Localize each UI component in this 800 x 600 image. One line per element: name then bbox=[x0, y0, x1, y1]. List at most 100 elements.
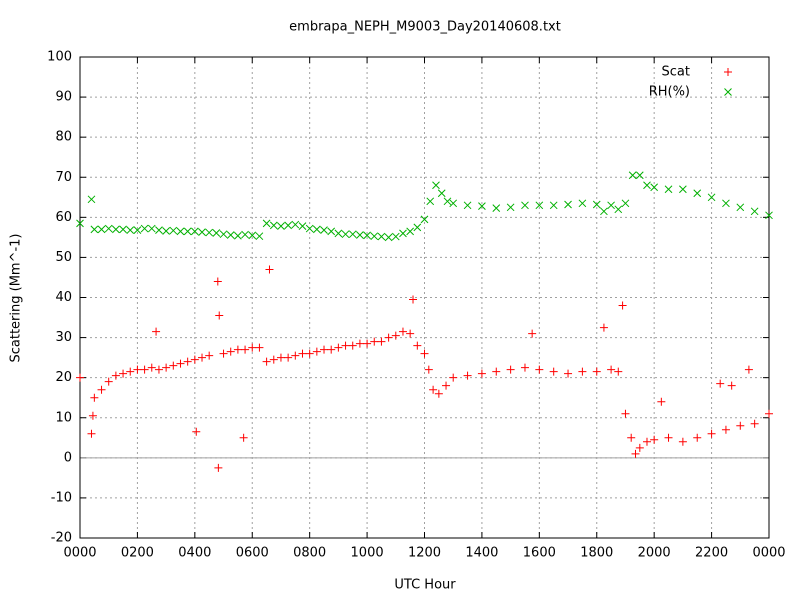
data-point bbox=[90, 393, 99, 402]
plot-frame bbox=[79, 56, 770, 539]
data-point bbox=[607, 365, 616, 374]
data-point bbox=[140, 365, 149, 374]
data-point bbox=[607, 201, 615, 210]
data-point bbox=[420, 215, 429, 224]
data-point bbox=[426, 197, 435, 206]
data-point bbox=[312, 225, 321, 234]
data-point bbox=[212, 229, 221, 237]
y-tick-label: 60 bbox=[55, 210, 72, 225]
data-point bbox=[424, 365, 433, 374]
data-point bbox=[176, 359, 185, 368]
data-point bbox=[241, 345, 250, 354]
data-point bbox=[198, 353, 207, 362]
data-point bbox=[152, 327, 161, 336]
data-point bbox=[97, 385, 106, 394]
data-point bbox=[154, 365, 163, 374]
data-point bbox=[478, 202, 486, 210]
data-point bbox=[341, 230, 350, 239]
data-point bbox=[477, 369, 486, 378]
data-point bbox=[192, 427, 201, 436]
data-point bbox=[147, 224, 156, 233]
data-point bbox=[716, 379, 725, 388]
data-point bbox=[190, 355, 199, 364]
data-point bbox=[492, 204, 501, 212]
data-point bbox=[384, 333, 393, 342]
x-tick-label: 0000 bbox=[63, 546, 96, 561]
data-point bbox=[492, 367, 501, 376]
data-point bbox=[248, 343, 257, 352]
data-point bbox=[727, 381, 736, 390]
data-point bbox=[140, 224, 149, 233]
data-point bbox=[255, 232, 264, 241]
data-point bbox=[631, 449, 640, 458]
data-point bbox=[429, 385, 438, 394]
y-tick-label: 0 bbox=[64, 450, 72, 465]
y-tick-label: 20 bbox=[55, 370, 72, 385]
y-tick-label: 90 bbox=[55, 90, 72, 105]
data-point bbox=[262, 357, 271, 366]
x-tick-label: 1800 bbox=[580, 546, 613, 561]
x-tick-label: 0000 bbox=[752, 546, 785, 561]
data-point bbox=[162, 227, 170, 235]
data-point bbox=[627, 433, 636, 442]
y-tick-label: 100 bbox=[47, 50, 72, 65]
data-point bbox=[327, 345, 336, 354]
data-point bbox=[592, 367, 601, 376]
data-point bbox=[618, 301, 627, 310]
y-tick-label: 50 bbox=[55, 250, 72, 265]
data-point bbox=[305, 349, 314, 358]
data-point bbox=[239, 433, 248, 442]
data-point bbox=[765, 409, 773, 418]
data-point bbox=[76, 373, 84, 382]
data-point bbox=[736, 203, 745, 212]
data-point bbox=[276, 353, 285, 362]
data-point bbox=[133, 226, 142, 235]
data-point bbox=[564, 369, 573, 378]
legend-marker bbox=[724, 68, 732, 76]
data-point bbox=[707, 429, 716, 438]
data-point bbox=[248, 231, 257, 240]
y-tick-label: -20 bbox=[51, 531, 72, 546]
data-point bbox=[284, 221, 292, 230]
data-point bbox=[255, 343, 264, 352]
data-point bbox=[183, 357, 192, 366]
data-point bbox=[406, 329, 415, 338]
y-tick-label: 10 bbox=[55, 410, 72, 425]
y-tick-label: -10 bbox=[51, 490, 72, 505]
data-point bbox=[305, 224, 314, 233]
data-point bbox=[449, 373, 458, 382]
data-point bbox=[277, 222, 285, 231]
data-point bbox=[707, 193, 716, 202]
data-point bbox=[341, 341, 350, 350]
data-point bbox=[434, 389, 443, 398]
data-point bbox=[432, 181, 440, 190]
data-point bbox=[213, 277, 222, 286]
y-tick-label: 30 bbox=[55, 330, 72, 345]
data-point bbox=[399, 229, 407, 238]
data-point bbox=[736, 421, 745, 430]
data-point bbox=[722, 199, 730, 208]
x-tick-label: 2000 bbox=[638, 546, 671, 561]
data-point bbox=[291, 351, 300, 360]
data-point bbox=[528, 329, 537, 338]
chart-title: embrapa_NEPH_M9003_Day20140608.txt bbox=[289, 20, 561, 35]
data-point bbox=[599, 323, 608, 332]
data-point bbox=[291, 220, 300, 229]
data-point bbox=[765, 211, 773, 220]
data-point bbox=[320, 226, 328, 235]
data-point bbox=[363, 339, 372, 348]
legend-marker bbox=[724, 88, 732, 96]
data-point bbox=[334, 343, 343, 352]
x-tick-label: 0800 bbox=[293, 546, 326, 561]
data-point bbox=[298, 222, 307, 231]
data-point bbox=[370, 337, 379, 346]
data-point bbox=[356, 231, 364, 239]
data-point bbox=[147, 363, 156, 372]
data-point bbox=[721, 425, 730, 434]
data-point bbox=[126, 367, 135, 376]
data-point bbox=[750, 419, 759, 428]
data-point bbox=[205, 228, 214, 237]
data-point bbox=[621, 199, 630, 208]
data-point bbox=[650, 183, 659, 192]
